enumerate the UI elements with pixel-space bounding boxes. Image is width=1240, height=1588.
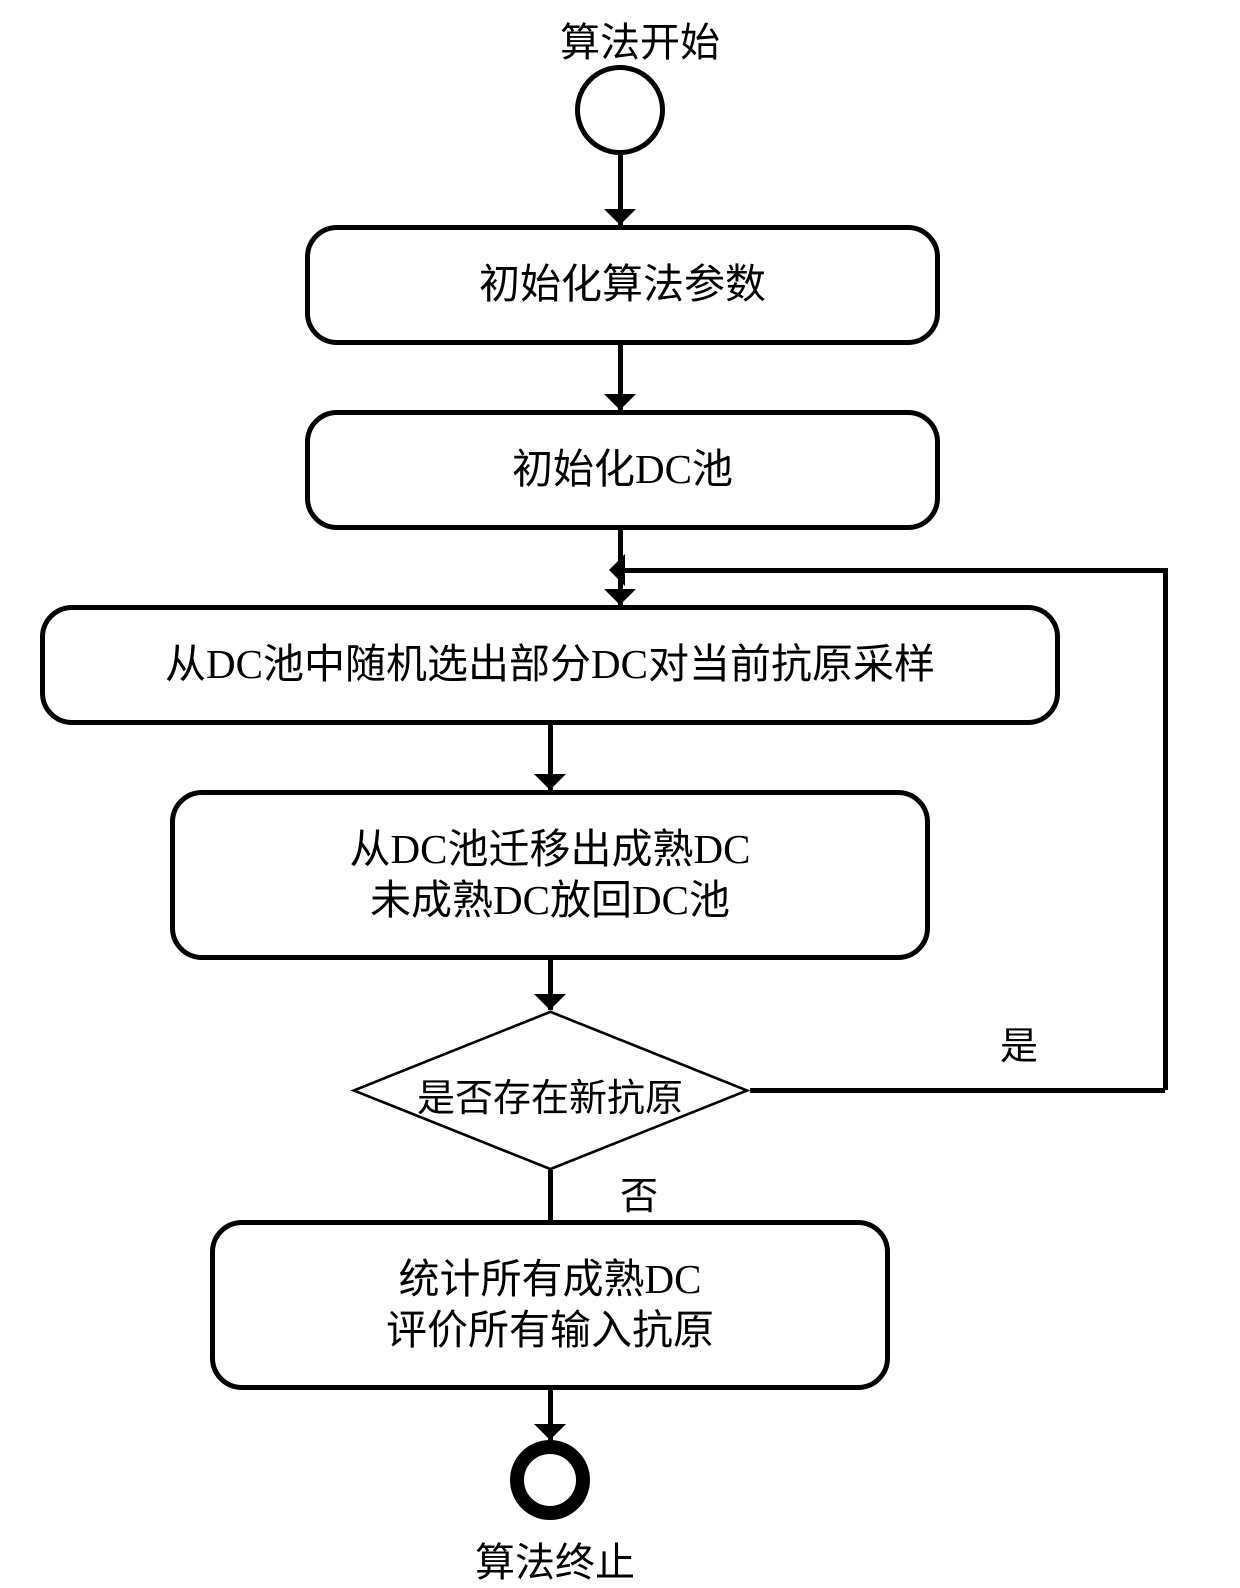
process-box-line: 初始化DC池 [512, 444, 733, 495]
arrowhead-down-icon [534, 994, 566, 1010]
process-box-b1: 初始化算法参数 [305, 225, 940, 345]
arrowhead-down-icon [604, 209, 636, 225]
flowchart-canvas: 算法开始初始化算法参数初始化DC池从DC池中随机选出部分DC对当前抗原采样从DC… [0, 0, 1240, 1577]
process-box-line: 未成熟DC放回DC池 [370, 875, 730, 926]
process-box-b4: 从DC池迁移出成熟DC未成熟DC放回DC池 [170, 790, 930, 960]
start-terminator [575, 65, 665, 155]
process-box-b5: 统计所有成熟DC评价所有输入抗原 [210, 1220, 890, 1390]
process-box-line: 从DC池迁移出成熟DC [350, 824, 751, 875]
arrowhead-down-icon [534, 1424, 566, 1440]
process-box-b3: 从DC池中随机选出部分DC对当前抗原采样 [40, 605, 1060, 725]
process-box-line: 从DC池中随机选出部分DC对当前抗原采样 [165, 639, 935, 690]
end-terminator [510, 1440, 590, 1520]
arrowhead-down-icon [604, 589, 636, 605]
connector-line [625, 568, 1168, 573]
branch-label-no: 否 [620, 1165, 658, 1220]
arrowhead-down-icon [534, 774, 566, 790]
start-label: 算法开始 [540, 10, 740, 68]
process-box-b2: 初始化DC池 [305, 410, 940, 530]
arrowhead-down-icon [604, 394, 636, 410]
arrowhead-left-icon [609, 554, 625, 586]
connector-line [1163, 570, 1168, 1090]
branch-label-yes: 是 [1000, 1015, 1038, 1070]
process-box-line: 初始化算法参数 [479, 259, 766, 310]
process-box-line: 评价所有输入抗原 [386, 1305, 714, 1356]
connector-line [548, 1170, 553, 1220]
connector-line [750, 1088, 1165, 1093]
end-label: 算法终止 [455, 1530, 655, 1588]
process-box-line: 统计所有成熟DC [399, 1254, 702, 1305]
decision-text: 是否存在新抗原 [350, 1067, 750, 1122]
